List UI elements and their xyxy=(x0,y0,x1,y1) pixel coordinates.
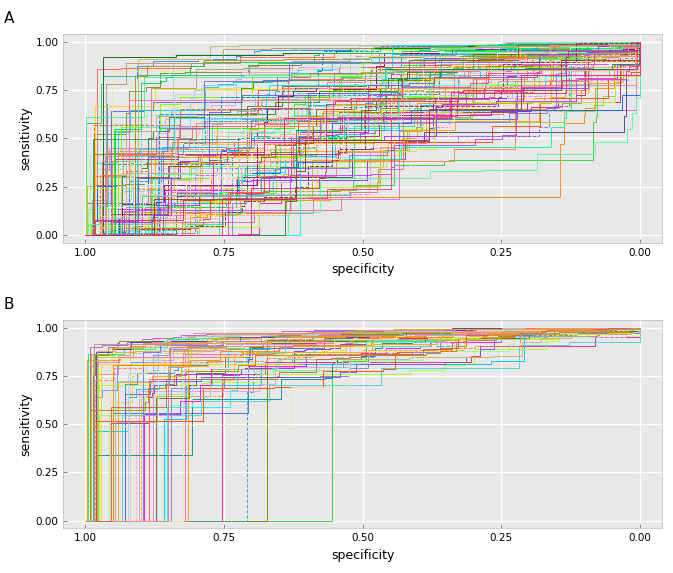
Y-axis label: sensitivity: sensitivity xyxy=(20,393,32,456)
X-axis label: specificity: specificity xyxy=(331,549,394,562)
Text: B: B xyxy=(3,297,14,312)
X-axis label: specificity: specificity xyxy=(331,263,394,276)
Y-axis label: sensitivity: sensitivity xyxy=(20,107,32,170)
Text: A: A xyxy=(3,11,13,26)
